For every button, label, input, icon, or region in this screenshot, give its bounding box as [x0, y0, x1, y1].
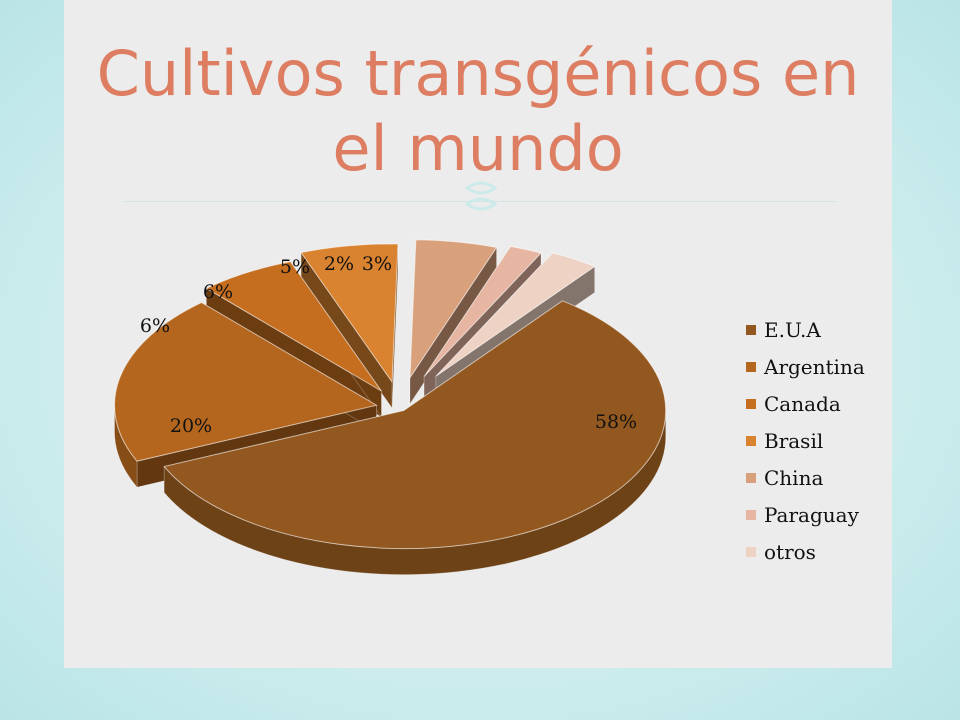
legend-item-otros: otros — [746, 533, 865, 570]
legend-swatch — [746, 472, 756, 483]
data-label-canada: 6% — [140, 315, 170, 337]
legend-label: Paraguay — [764, 502, 859, 527]
legend-item-paraguay: Paraguay — [746, 496, 865, 533]
legend-swatch — [746, 546, 756, 557]
data-label-argentina: 20% — [170, 415, 212, 437]
pie-slice-e-u-a — [163, 300, 667, 575]
chart-legend: E.U.A Argentina Canada Brasil China Paraguay o… — [746, 311, 865, 570]
legend-item-canada: Canada — [746, 385, 865, 422]
legend-item-china: China — [746, 459, 865, 496]
legend-label: Argentina — [764, 354, 865, 379]
legend-label: Brasil — [764, 428, 824, 453]
legend-item-argentina: Argentina — [746, 348, 865, 385]
title-divider — [124, 201, 836, 202]
data-label-brasil: 6% — [203, 281, 233, 303]
legend-label: China — [764, 465, 824, 490]
legend-label: E.U.A — [764, 317, 821, 342]
slide-title: Cultivos transgénicos en el mundo — [96, 37, 860, 186]
legend-swatch — [746, 398, 756, 409]
data-label-otros: 3% — [362, 253, 392, 275]
pie-slice-brasil — [300, 243, 399, 409]
data-label-paraguay: 2% — [324, 253, 354, 275]
legend-item-e-u-a: E.U.A — [746, 311, 865, 348]
scroll-ornament-icon — [464, 181, 498, 211]
legend-swatch — [746, 324, 756, 335]
legend-label: Canada — [764, 391, 841, 416]
data-label-e-u-a: 58% — [595, 411, 637, 433]
legend-item-brasil: Brasil — [746, 422, 865, 459]
legend-swatch — [746, 509, 756, 520]
legend-swatch — [746, 435, 756, 446]
legend-label: otros — [764, 539, 816, 564]
legend-swatch — [746, 361, 756, 372]
data-label-china: 5% — [280, 256, 310, 278]
